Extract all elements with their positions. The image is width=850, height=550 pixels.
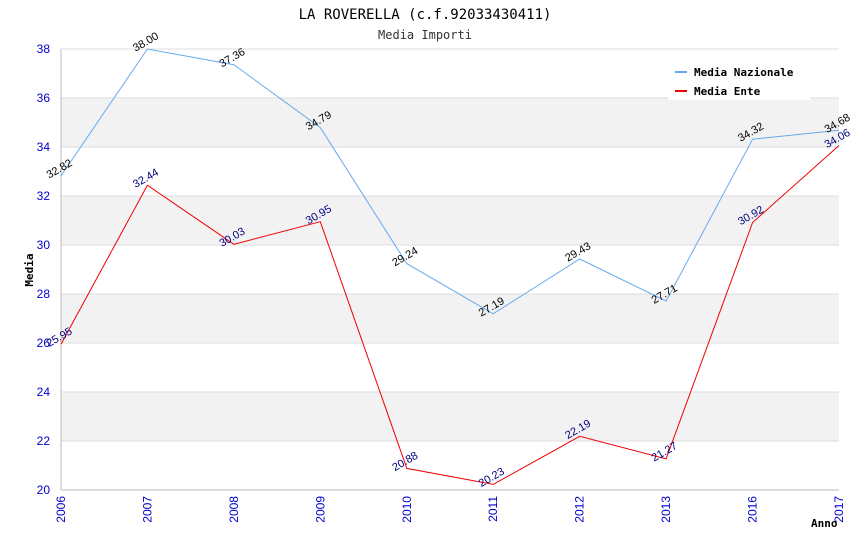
grid-band — [61, 98, 839, 147]
grid-band — [61, 294, 839, 343]
y-tick-label: 30 — [37, 238, 51, 252]
series-line-media-nazionale — [60, 48, 840, 315]
data-label: 25.95 — [45, 326, 75, 350]
legend-label: Media Nazionale — [694, 66, 794, 79]
y-tick-label: 36 — [37, 91, 51, 105]
x-tick-label: 2011 — [486, 496, 500, 522]
x-tick-label: 2017 — [832, 496, 846, 523]
x-tick-label: 2016 — [746, 496, 760, 523]
y-tick-label: 32 — [37, 189, 51, 203]
series-line-media-ente — [60, 145, 840, 485]
y-tick-label: 28 — [37, 287, 51, 301]
data-label: 37.36 — [217, 46, 247, 70]
legend: Media Nazionale Media Ente — [668, 58, 810, 100]
grid-band — [61, 392, 839, 441]
data-label: 20.23 — [477, 466, 507, 490]
data-label: 32.82 — [45, 157, 75, 181]
y-tick-label: 26 — [37, 336, 51, 350]
legend-background — [668, 58, 810, 100]
y-tick-label: 22 — [37, 434, 51, 448]
x-tick-label: 2010 — [400, 496, 414, 523]
y-tick-label: 38 — [37, 42, 51, 56]
x-axis-title: Anno — [811, 517, 838, 530]
data-label: 21.27 — [650, 440, 680, 464]
legend-label: Media Ente — [694, 85, 761, 98]
y-tick-label: 24 — [37, 385, 51, 399]
data-label: 29.24 — [390, 245, 420, 269]
chart-title: LA ROVERELLA (c.f.92033430411) — [299, 7, 552, 23]
grid-band — [61, 196, 839, 245]
y-tick-label: 34 — [37, 140, 51, 154]
x-tick-label: 2009 — [313, 496, 327, 523]
x-tick-label: 2012 — [573, 496, 587, 523]
y-tick-label: 20 — [37, 483, 51, 497]
x-tick-label: 2008 — [227, 496, 241, 523]
y-axis-title: Media — [23, 253, 36, 286]
x-tick-label: 2007 — [140, 496, 154, 523]
x-tick-label: 2006 — [54, 496, 68, 523]
x-tick-label: 2013 — [659, 496, 673, 523]
chart-subtitle: Media Importi — [378, 28, 472, 42]
